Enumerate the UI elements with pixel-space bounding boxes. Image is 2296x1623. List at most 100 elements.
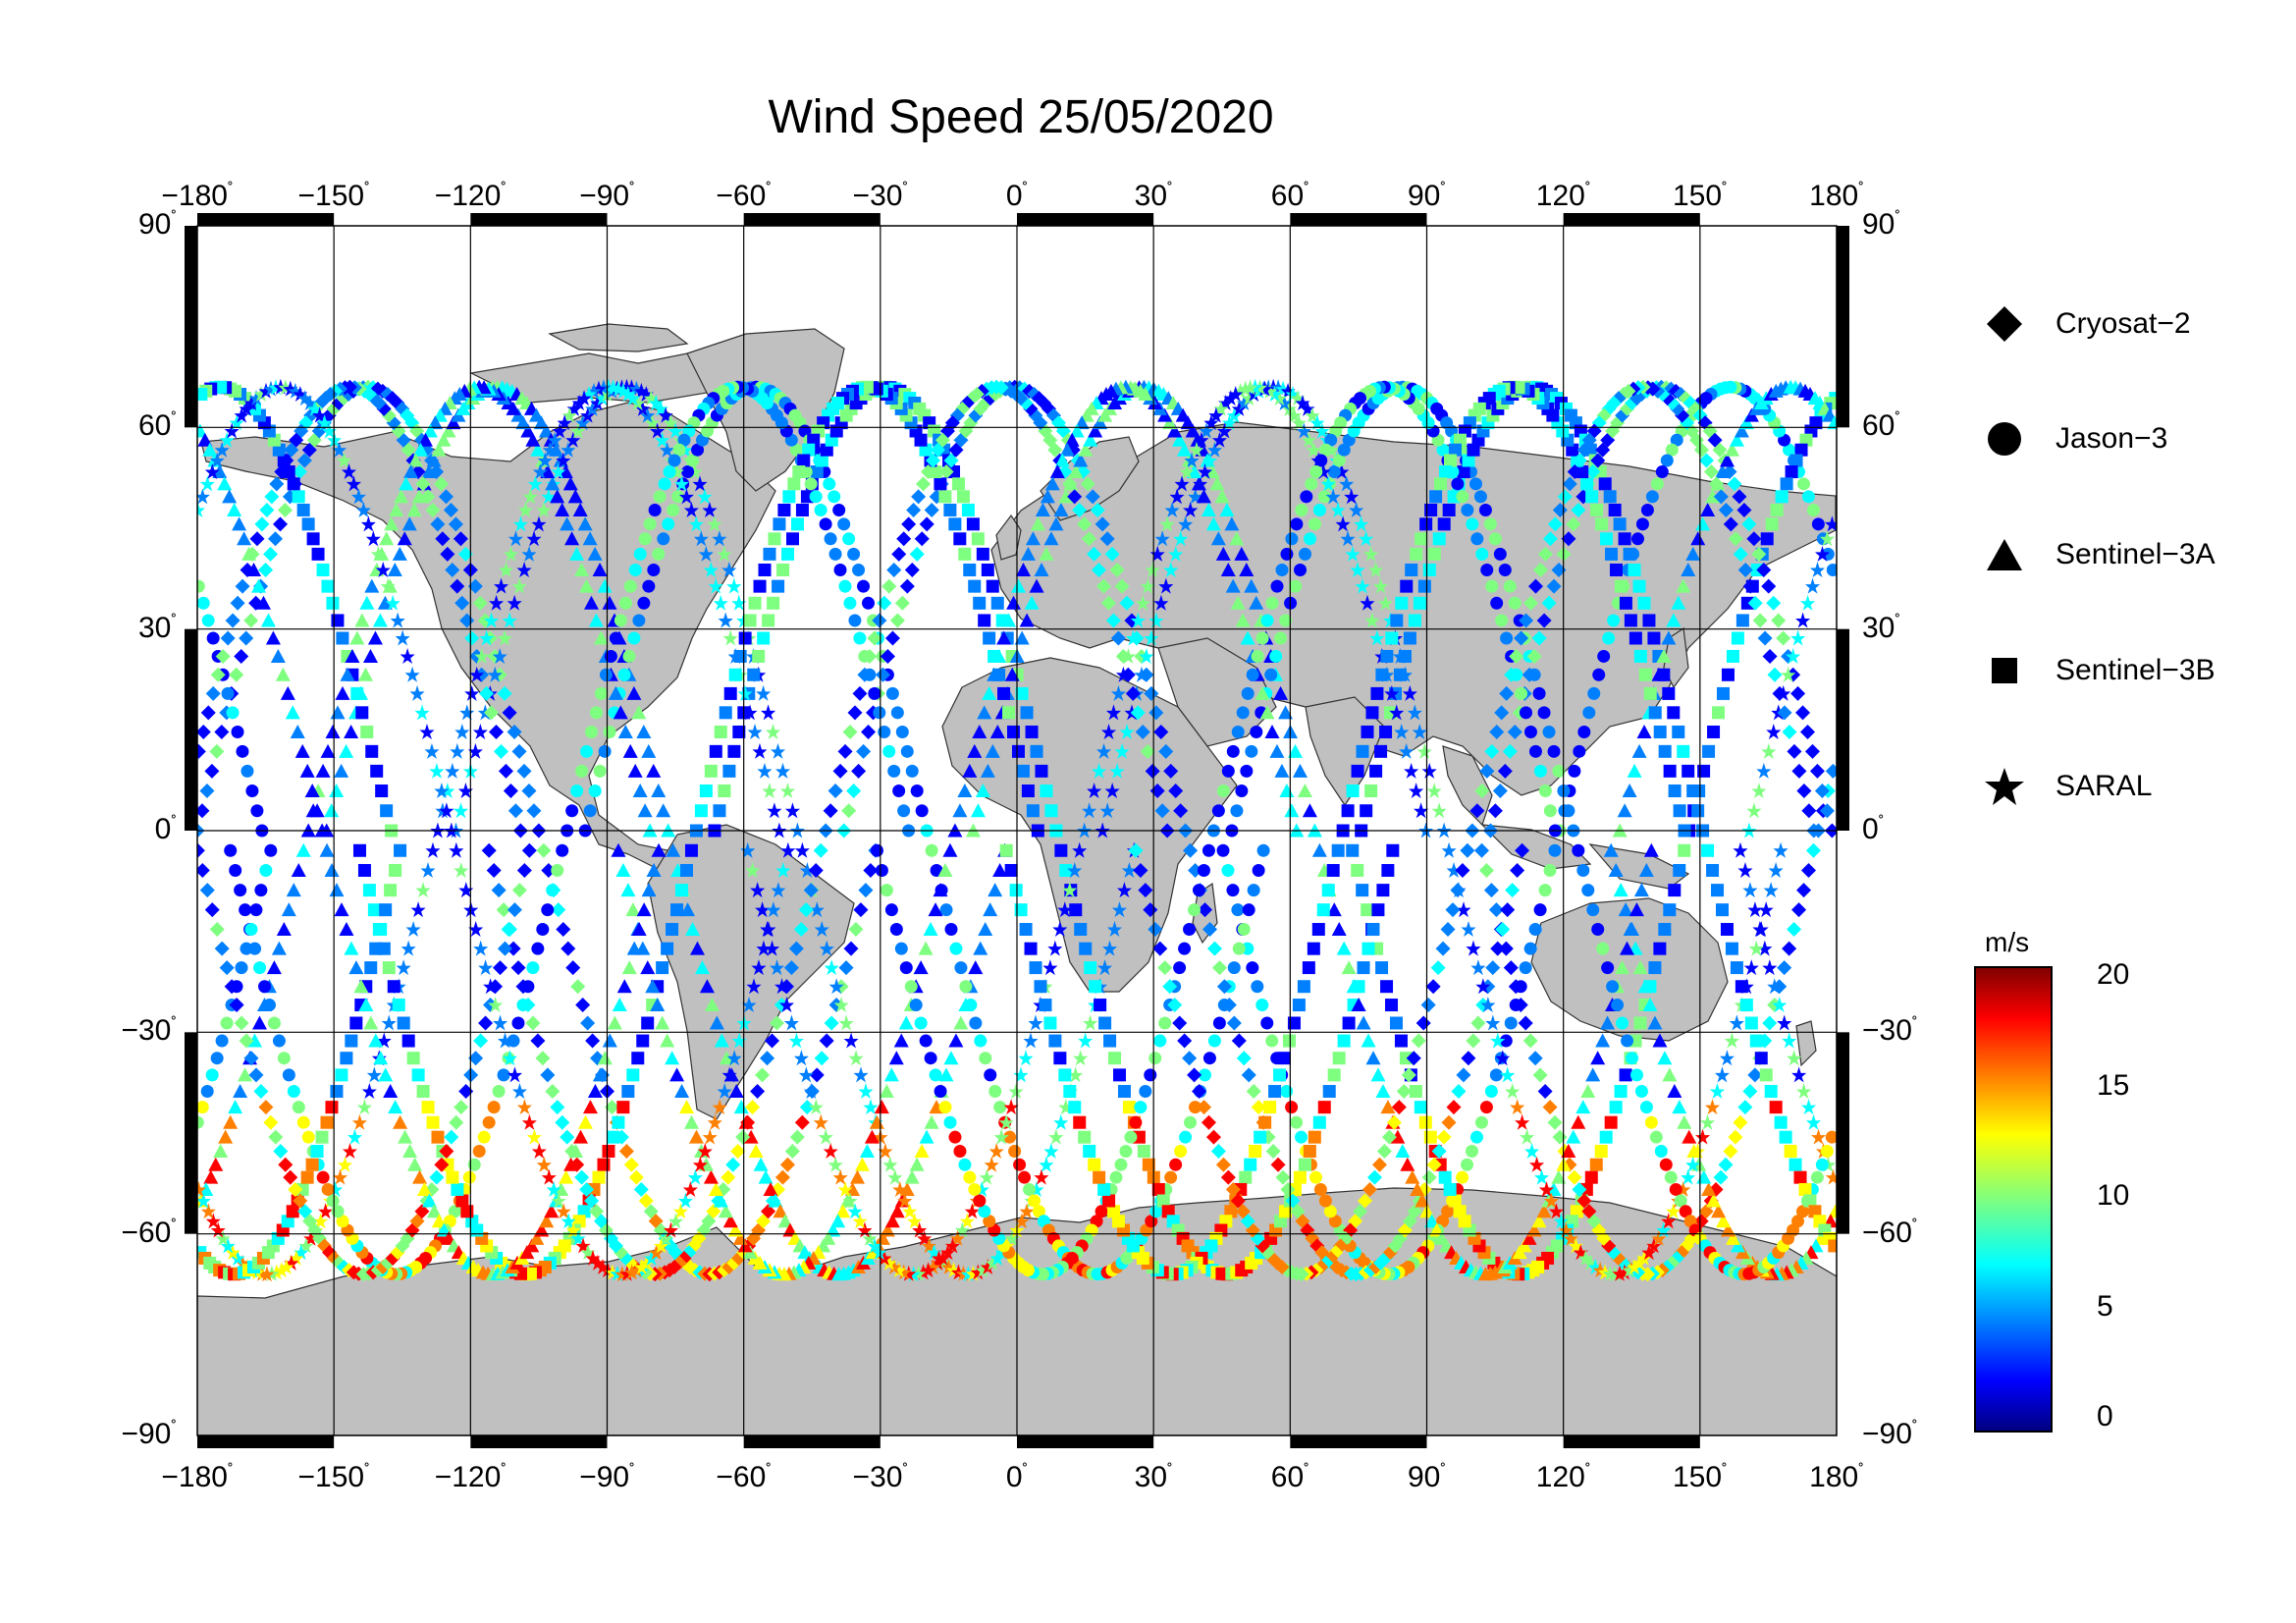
track-marker (1592, 1262, 1608, 1278)
graticule (197, 226, 1837, 1435)
track-marker (507, 902, 522, 918)
legend-item-sentinel3a: Sentinel−3A (1983, 530, 2216, 579)
track-marker (1673, 804, 1686, 818)
track-marker (511, 883, 527, 898)
track-marker (1628, 563, 1641, 576)
track-marker (1149, 545, 1165, 562)
track-marker (1551, 562, 1567, 577)
track-marker (708, 1181, 723, 1196)
track-marker (770, 959, 785, 976)
track-marker (197, 1115, 204, 1129)
track-marker (1254, 1130, 1267, 1144)
track-marker (1590, 503, 1604, 516)
track-marker (1004, 667, 1020, 681)
track-marker (679, 863, 693, 877)
track-marker (808, 1099, 824, 1115)
track-marker (1299, 547, 1312, 561)
track-marker (928, 902, 943, 917)
track-marker (645, 414, 661, 431)
track-marker (1162, 979, 1178, 995)
track-marker (583, 595, 599, 610)
track-marker (260, 613, 276, 627)
track-marker (974, 1180, 989, 1197)
track-marker (580, 744, 594, 758)
track-marker (1410, 1181, 1425, 1196)
track-marker (1109, 1170, 1123, 1184)
track-marker (259, 502, 275, 517)
track-marker (628, 380, 644, 397)
track-marker (824, 959, 839, 976)
track-marker (289, 1249, 304, 1266)
track-marker (615, 382, 631, 399)
track-marker (1682, 1129, 1697, 1144)
track-marker (566, 400, 582, 416)
track-marker (599, 668, 613, 681)
track-marker (655, 1015, 670, 1030)
track-marker (886, 562, 902, 577)
track-marker (1346, 784, 1360, 798)
track-marker (1110, 684, 1126, 701)
track-marker (924, 502, 939, 517)
track-marker (798, 902, 814, 918)
track-marker (1342, 1016, 1356, 1030)
track-marker (1489, 724, 1505, 739)
track-marker (633, 1181, 649, 1197)
track-marker (552, 422, 567, 439)
track-marker (345, 648, 360, 663)
track-marker (1048, 1128, 1064, 1145)
track-marker (980, 763, 995, 778)
track-marker (1587, 1258, 1603, 1274)
track-marker (1730, 961, 1743, 975)
track-marker (372, 613, 388, 627)
track-marker (1069, 903, 1083, 917)
track-marker (1040, 489, 1055, 504)
track-marker (374, 923, 388, 937)
track-marker (625, 902, 641, 917)
track-marker (938, 1067, 954, 1082)
track-marker (1543, 1192, 1559, 1209)
track-marker (1139, 1085, 1152, 1099)
track-marker (1461, 1051, 1476, 1066)
track-marker (772, 579, 785, 593)
track-marker (741, 997, 757, 1013)
track-marker (345, 1034, 358, 1048)
track-marker (1767, 978, 1783, 995)
track-marker (467, 1158, 481, 1171)
track-marker (367, 630, 383, 645)
track-marker (325, 1101, 339, 1114)
track-marker (1522, 1230, 1537, 1245)
track-marker (1275, 1169, 1291, 1185)
track-marker (1410, 547, 1423, 561)
track-marker (884, 1214, 900, 1228)
track-marker (324, 803, 340, 818)
track-marker (561, 1213, 576, 1229)
track-marker (1543, 863, 1557, 877)
track-marker (722, 629, 738, 646)
track-marker (585, 400, 601, 416)
track-marker (592, 1067, 608, 1082)
track-marker (937, 862, 953, 877)
track-marker (813, 1113, 828, 1130)
track-marker (1024, 595, 1040, 610)
track-marker (889, 1204, 905, 1218)
track-marker (336, 631, 349, 645)
track-marker (1502, 743, 1518, 759)
track-marker (1606, 980, 1620, 994)
track-marker (1004, 1229, 1020, 1246)
track-marker (1546, 578, 1562, 594)
track-marker (1011, 578, 1027, 593)
track-marker (565, 960, 581, 976)
track-marker (350, 488, 366, 505)
track-marker (1280, 1181, 1296, 1197)
track-marker (1014, 630, 1030, 645)
track-marker (1609, 563, 1623, 576)
track-marker (1207, 1034, 1221, 1048)
track-marker (832, 763, 848, 779)
track-marker (1774, 1115, 1788, 1129)
track-marker (1015, 686, 1029, 700)
track-marker (609, 631, 622, 645)
track-marker (414, 704, 430, 721)
track-marker (1059, 442, 1075, 457)
track-marker (384, 884, 398, 897)
track-marker (660, 441, 675, 458)
